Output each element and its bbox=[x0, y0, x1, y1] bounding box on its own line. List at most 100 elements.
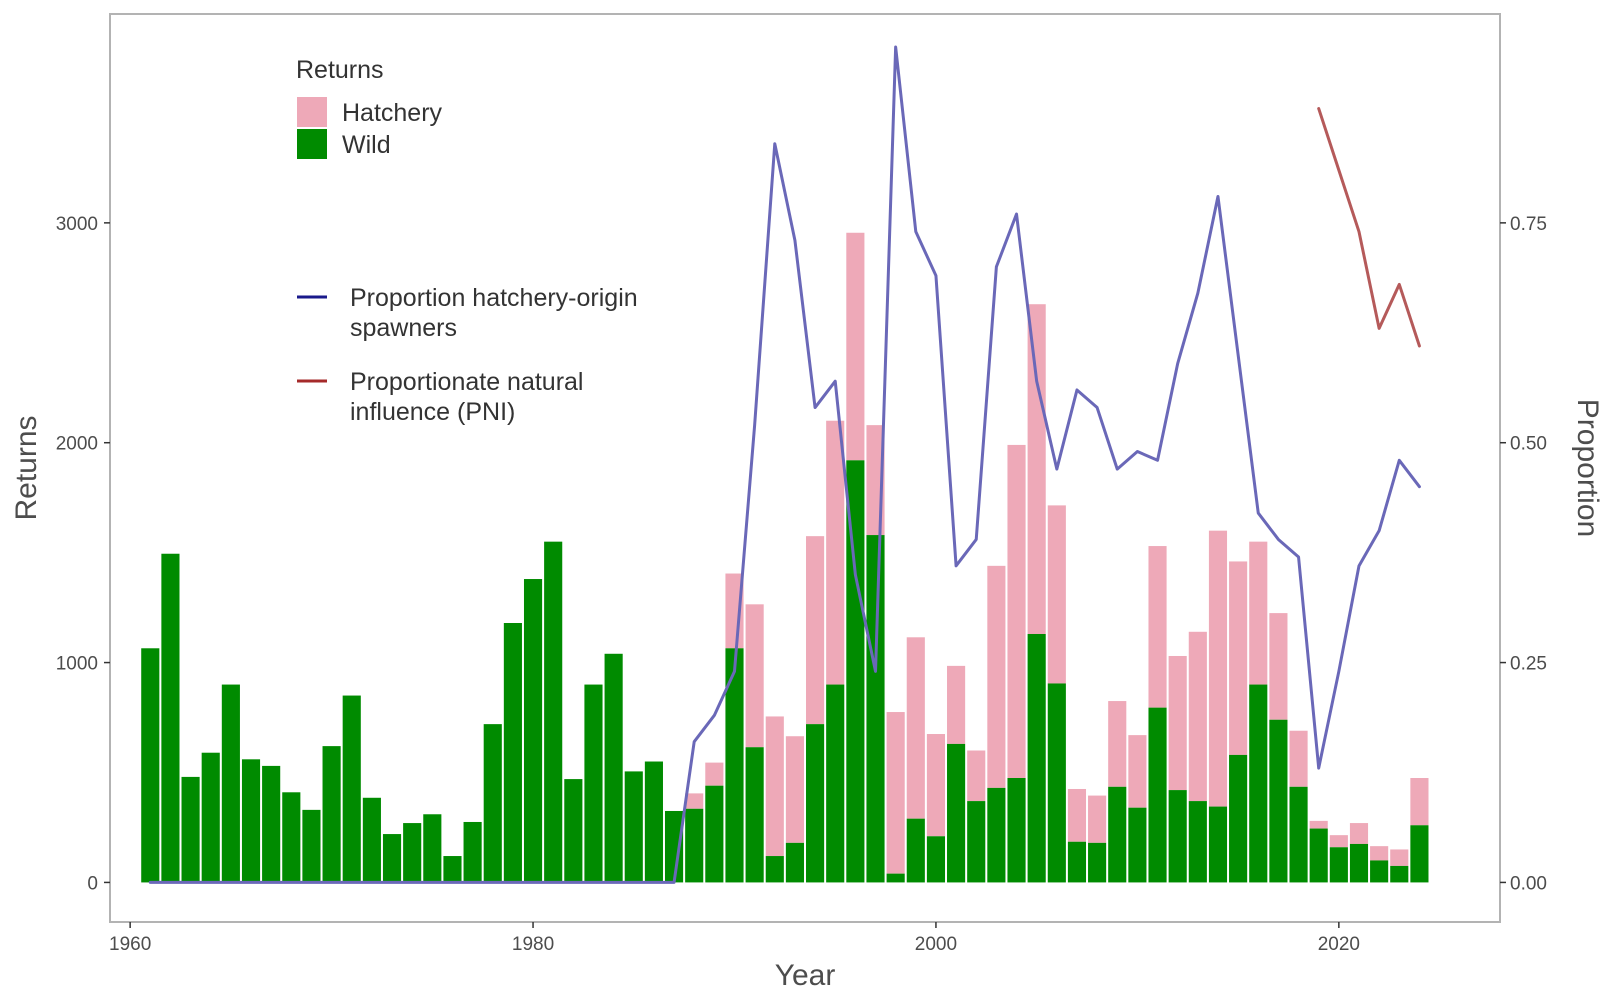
bar-hatchery-2024 bbox=[1410, 778, 1429, 826]
bar-wild-1996 bbox=[846, 460, 865, 883]
bar-wild-2006 bbox=[1047, 683, 1066, 883]
legend-label-hatchery: Hatchery bbox=[342, 99, 443, 127]
bar-wild-1968 bbox=[282, 792, 301, 883]
bar-hatchery-2016 bbox=[1249, 541, 1268, 685]
bar-hatchery-2009 bbox=[1108, 701, 1127, 787]
y-tick-label-3000: 3000 bbox=[56, 214, 98, 235]
bar-wild-2004 bbox=[1007, 778, 1026, 883]
bar-wild-1997 bbox=[866, 535, 885, 883]
legend-title: Returns bbox=[296, 56, 384, 84]
bar-hatchery-2002 bbox=[967, 750, 986, 802]
bar-hatchery-2012 bbox=[1168, 655, 1187, 791]
bar-wild-2002 bbox=[967, 801, 986, 883]
bar-hatchery-2019 bbox=[1309, 820, 1328, 829]
legend-lines: Proportion hatchery-origin spawners Prop… bbox=[297, 284, 638, 426]
bar-hatchery-2020 bbox=[1329, 835, 1348, 848]
bar-wild-1961 bbox=[141, 648, 160, 883]
bar-wild-1974 bbox=[403, 823, 422, 883]
bar-hatchery-2004 bbox=[1007, 444, 1026, 778]
bar-hatchery-2006 bbox=[1047, 505, 1066, 684]
bar-wild-1985 bbox=[624, 771, 643, 883]
legend-swatch-wild bbox=[297, 129, 327, 159]
bar-hatchery-2015 bbox=[1229, 561, 1248, 755]
bar-hatchery-2017 bbox=[1269, 613, 1288, 720]
bar-wild-1987 bbox=[664, 810, 684, 883]
y-tick-label-1000: 1000 bbox=[56, 654, 98, 675]
bar-wild-2017 bbox=[1269, 719, 1288, 883]
y-tick-label-0: 0 bbox=[87, 873, 98, 894]
bar-hatchery-2005 bbox=[1027, 304, 1046, 634]
bar-wild-1975 bbox=[423, 814, 442, 883]
bar-wild-1988 bbox=[685, 808, 704, 883]
bar-hatchery-2008 bbox=[1088, 795, 1107, 843]
legend-label-pni-line1: Proportionate natural bbox=[350, 368, 583, 396]
legend-returns: Returns Hatchery Wild bbox=[296, 56, 443, 159]
y-tick-label-2000: 2000 bbox=[56, 434, 98, 455]
bar-wild-1989 bbox=[705, 785, 724, 883]
bar-wild-1986 bbox=[644, 761, 663, 883]
bar-wild-2023 bbox=[1390, 865, 1409, 883]
x-tick-label-2000: 2000 bbox=[915, 934, 957, 955]
x-tick-label-1980: 1980 bbox=[512, 934, 554, 955]
bar-wild-2019 bbox=[1309, 828, 1328, 883]
lines bbox=[148, 45, 1421, 884]
bar-wild-2008 bbox=[1088, 842, 1107, 883]
bar-hatchery-1995 bbox=[826, 420, 845, 685]
bar-hatchery-1993 bbox=[785, 736, 804, 843]
bar-hatchery-2010 bbox=[1128, 735, 1147, 808]
line-phos bbox=[148, 45, 1421, 884]
legend-label-phos-line1: Proportion hatchery-origin bbox=[350, 284, 638, 312]
bar-hatchery-2013 bbox=[1188, 631, 1207, 802]
x-tick-label-2020: 2020 bbox=[1318, 934, 1360, 955]
bar-wild-1990 bbox=[725, 648, 744, 883]
bar-wild-1976 bbox=[443, 856, 462, 883]
plot-frame bbox=[109, 13, 1501, 923]
legend-swatch-hatchery bbox=[297, 97, 327, 127]
bar-hatchery-1996 bbox=[846, 232, 865, 461]
bar-wild-1972 bbox=[362, 797, 381, 883]
legend-label-pni-line2: influence (PNI) bbox=[350, 398, 515, 426]
y-axis-title: Returns bbox=[10, 415, 43, 520]
bar-wild-2021 bbox=[1349, 843, 1369, 883]
bar-hatchery-1991 bbox=[745, 604, 764, 748]
bar-hatchery-1998 bbox=[886, 712, 905, 874]
legend-label-wild: Wild bbox=[342, 131, 391, 159]
bar-wild-1964 bbox=[201, 752, 220, 883]
bar-wild-1978 bbox=[483, 724, 502, 883]
bar-wild-1980 bbox=[523, 579, 543, 883]
y2-tick-label-2: 0.50 bbox=[1510, 434, 1547, 455]
bar-wild-1998 bbox=[886, 873, 905, 883]
bar-hatchery-2011 bbox=[1148, 546, 1167, 708]
bar-wild-1993 bbox=[785, 842, 804, 883]
bar-wild-1965 bbox=[221, 684, 240, 883]
x-tick-label-1960: 1960 bbox=[109, 934, 151, 955]
bar-wild-2022 bbox=[1370, 860, 1389, 883]
bar-hatchery-2000 bbox=[926, 734, 946, 837]
bar-wild-1983 bbox=[584, 684, 603, 883]
bar-wild-1962 bbox=[161, 553, 180, 883]
bars bbox=[141, 232, 1429, 883]
bar-wild-1966 bbox=[241, 759, 261, 883]
bar-wild-1979 bbox=[503, 623, 522, 883]
bar-hatchery-2023 bbox=[1390, 849, 1409, 866]
bar-wild-2010 bbox=[1128, 807, 1147, 883]
y2-axis-title: Proportion bbox=[1571, 399, 1604, 537]
bar-hatchery-2003 bbox=[987, 565, 1006, 788]
bar-wild-1994 bbox=[806, 724, 825, 883]
bar-wild-2016 bbox=[1249, 684, 1268, 883]
bar-hatchery-2001 bbox=[947, 665, 966, 744]
bar-wild-1977 bbox=[463, 821, 482, 883]
bar-wild-1991 bbox=[745, 747, 764, 883]
line-pni bbox=[1317, 107, 1421, 348]
x-axis-title: Year bbox=[775, 959, 836, 992]
bar-wild-2013 bbox=[1188, 801, 1207, 883]
bar-wild-1969 bbox=[302, 809, 321, 883]
bar-wild-2001 bbox=[947, 743, 966, 883]
bar-hatchery-1992 bbox=[765, 716, 784, 857]
bar-wild-2007 bbox=[1067, 841, 1087, 883]
bar-wild-1973 bbox=[382, 834, 402, 883]
bar-hatchery-1999 bbox=[906, 637, 925, 819]
bar-wild-1982 bbox=[564, 779, 583, 883]
